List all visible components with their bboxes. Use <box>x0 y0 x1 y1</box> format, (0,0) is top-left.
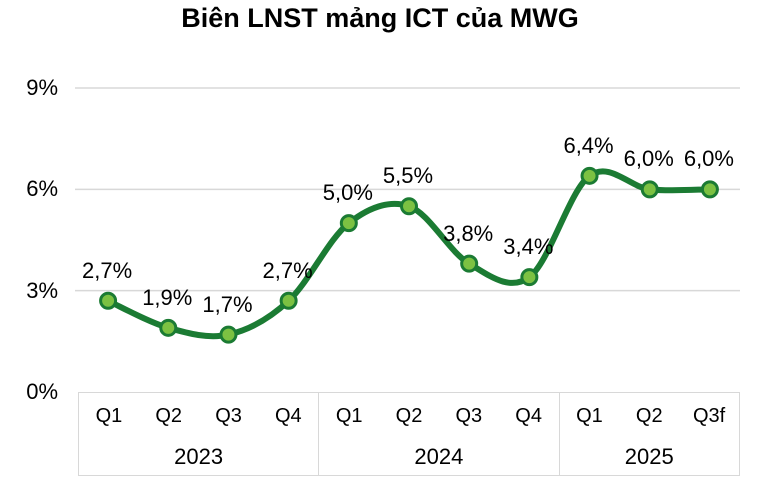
chart-title: Biên LNST mảng ICT của MWG <box>181 3 579 33</box>
x-tick-label: Q1 <box>576 404 603 427</box>
data-point-marker <box>159 318 178 337</box>
x-tick-label: Q2 <box>635 404 663 427</box>
y-tick-label: 6% <box>26 176 58 202</box>
data-label: 6,4% <box>563 132 614 158</box>
x-tick-label: Q3 <box>215 404 242 427</box>
quarter-row: Q1 Q2 Q3 Q4 <box>79 393 318 439</box>
year-group: Q1 Q2 Q3 Q4 2023 <box>79 393 318 475</box>
data-point-marker <box>460 254 479 273</box>
y-tick-label: 9% <box>26 75 58 100</box>
data-label: 6,0% <box>623 146 674 172</box>
series-line <box>105 168 713 340</box>
x-tick-label: Q2 <box>155 404 183 427</box>
x-tick-label: Q1 <box>95 404 123 427</box>
quarter-row: Q1 Q2 Q3f <box>560 393 739 439</box>
data-label: 1,7% <box>202 291 253 317</box>
year-group: Q1 Q2 Q3 Q4 2024 <box>318 393 558 475</box>
x-tick-label: Q3 <box>455 404 483 427</box>
data-label: 2,7% <box>82 257 133 283</box>
data-point-marker <box>520 268 539 287</box>
year-group: Q1 Q2 Q3f 2025 <box>558 393 739 475</box>
data-point-marker <box>279 291 298 310</box>
data-label: 5,0% <box>322 180 373 206</box>
data-label: 1,9% <box>142 284 193 310</box>
y-tick-label: 0% <box>26 379 58 404</box>
year-group-label: 2025 <box>624 444 674 469</box>
x-tick-label: Q4 <box>275 404 302 427</box>
x-axis: Q1 Q2 Q3 Q4 2023 Q1 Q2 Q3 Q4 2024 Q1 Q2 Q3f 2025 <box>78 392 740 476</box>
x-tick-label: Q3f <box>692 404 726 427</box>
y-tick-label: 3% <box>26 277 58 303</box>
quarter-row: Q1 Q2 Q3 Q4 <box>319 393 558 439</box>
data-point-marker <box>400 197 418 216</box>
data-point-marker <box>700 180 719 199</box>
data-point-marker <box>580 166 599 185</box>
data-point-marker <box>219 325 238 344</box>
data-point-marker <box>99 291 118 310</box>
data-label: 3,8% <box>443 220 494 246</box>
data-point-marker <box>339 214 358 233</box>
data-label: 6,0% <box>683 146 734 172</box>
year-group-label: 2023 <box>174 444 224 469</box>
x-tick-label: Q4 <box>515 404 542 427</box>
data-label: 2,7% <box>262 257 313 283</box>
year-group-label: 2024 <box>414 444 464 469</box>
x-tick-label: Q1 <box>335 404 363 427</box>
data-label: 5,5% <box>382 163 434 189</box>
x-tick-label: Q2 <box>395 404 423 427</box>
data-label: 3,4% <box>503 234 554 260</box>
data-point-marker <box>640 180 659 199</box>
